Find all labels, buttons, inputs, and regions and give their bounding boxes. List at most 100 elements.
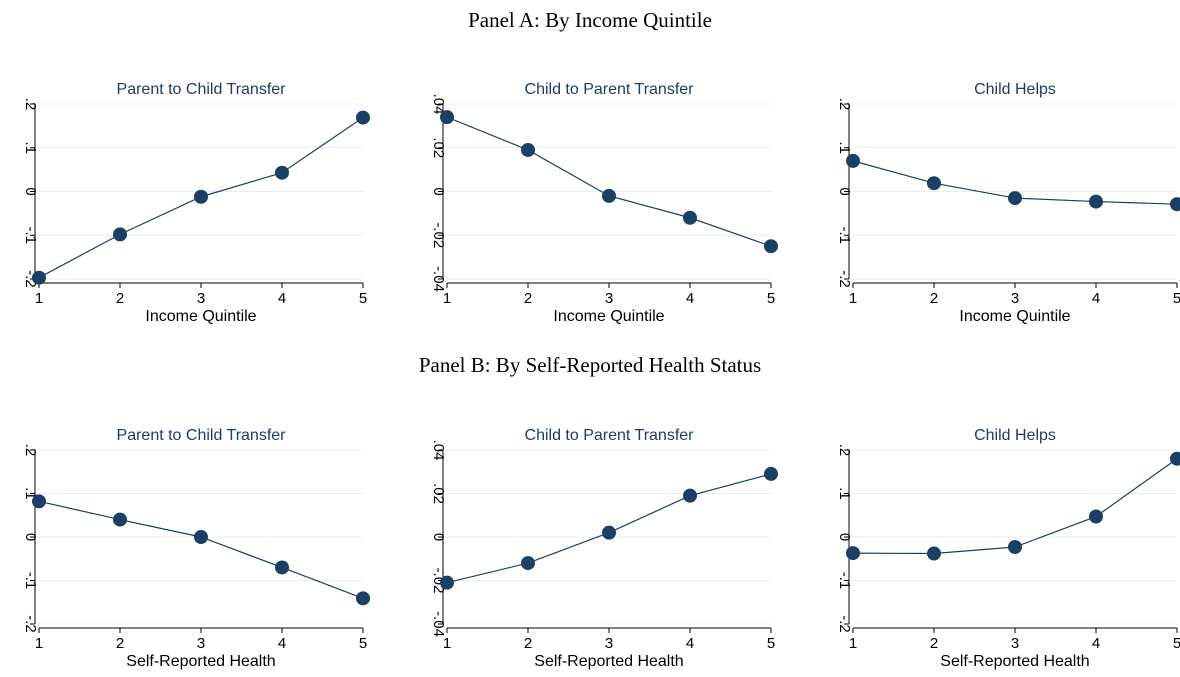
chart-b1-ytick-label-4: .2 xyxy=(22,444,39,457)
chart-b2-ytick-label-2: 0 xyxy=(430,533,447,541)
chart-a3-ytick-label-1: -.1 xyxy=(836,226,853,244)
chart-a1-xtick-label-2: 3 xyxy=(197,290,205,307)
chart-b3-ytick-label-0: -.2 xyxy=(836,615,853,633)
chart-b3-title: Child Helps xyxy=(974,427,1056,444)
chart-b3-point-2 xyxy=(927,546,941,561)
chart-b3-ytick-label-3: .1 xyxy=(836,487,853,500)
chart-a1-ytick-label-2: 0 xyxy=(22,187,39,195)
chart-b2-point-1 xyxy=(440,575,454,590)
chart-a1-point-1 xyxy=(32,270,46,285)
chart-a1-point-5 xyxy=(356,110,370,125)
chart-b3-point-1 xyxy=(846,546,860,561)
chart-a3-xtick-label-0: 1 xyxy=(849,290,857,307)
chart-b3-xtick-label-2: 3 xyxy=(1011,635,1019,652)
chart-a3-xlabel: Income Quintile xyxy=(959,308,1070,325)
chart-a1-point-2 xyxy=(113,227,127,242)
chart-b1-point-2 xyxy=(113,512,127,527)
chart-b1-xtick-label-3: 4 xyxy=(278,635,286,652)
chart-a2-xlabel: Income Quintile xyxy=(553,308,664,325)
chart-b3-xtick-label-1: 2 xyxy=(930,635,938,652)
chart-b2-xtick-label-3: 4 xyxy=(686,635,694,652)
chart-b1-title: Parent to Child Transfer xyxy=(117,427,287,444)
panel-b-title: Panel B: By Self-Reported Health Status xyxy=(418,353,762,377)
chart-b3-xtick-label-3: 4 xyxy=(1092,635,1100,652)
chart-a2-point-2 xyxy=(521,142,535,157)
chart-a1-xtick-label-1: 2 xyxy=(116,290,124,307)
chart-b3-ytick-label-2: 0 xyxy=(836,533,853,541)
chart-b2-point-5 xyxy=(764,466,778,481)
chart-a3-title: Child Helps xyxy=(974,81,1056,98)
chart-b1-ytick-label-2: 0 xyxy=(22,533,39,541)
chart-b2-point-2 xyxy=(521,556,535,571)
chart-a1-xtick-label-4: 5 xyxy=(359,290,367,307)
chart-b2-point-3 xyxy=(602,525,616,540)
chart-b3-point-4 xyxy=(1089,509,1103,524)
chart-a3-xtick-label-3: 4 xyxy=(1092,290,1100,307)
chart-a1-xtick-label-0: 1 xyxy=(35,290,43,307)
chart-a3-point-1 xyxy=(846,153,860,168)
chart-a1-ytick-label-4: .2 xyxy=(22,98,39,111)
chart-a1-point-3 xyxy=(194,189,208,204)
chart-b3-point-3 xyxy=(1008,540,1022,555)
chart-a2-series-line xyxy=(446,116,772,247)
chart-a2-point-5 xyxy=(764,239,778,254)
chart-a1-ytick-label-1: -.1 xyxy=(22,226,39,244)
chart-a2-ytick-label-2: 0 xyxy=(430,187,447,195)
chart-a3: -.2 -.1 0 .1 .2 1 2 3 4 5 Income Quintile Child Hel… xyxy=(836,81,1180,325)
chart-b1-xlabel: Self-Reported Health xyxy=(126,653,275,670)
chart-b2-ytick-label-0: -.04 xyxy=(430,611,447,637)
chart-a1-xlabel: Income Quintile xyxy=(145,308,256,325)
chart-b1-ytick-label-1: -.1 xyxy=(22,572,39,590)
chart-a2-point-1 xyxy=(440,110,454,125)
chart-a2: -.04 -.02 0 .02 .04 1 2 3 4 5 Income Quintile Child… xyxy=(430,81,778,325)
chart-a2-xtick-label-0: 1 xyxy=(443,290,451,307)
chart-b1-xtick-label-4: 5 xyxy=(359,635,367,652)
chart-b1-point-4 xyxy=(275,560,289,575)
chart-a2-point-4 xyxy=(683,210,697,225)
chart-a2-ytick-label-3: .02 xyxy=(430,137,447,158)
chart-a3-ytick-label-4: .2 xyxy=(836,98,853,111)
chart-b3-ytick-label-1: -.1 xyxy=(836,572,853,590)
chart-a3-point-4 xyxy=(1089,194,1103,209)
chart-a1-xtick-label-3: 4 xyxy=(278,290,286,307)
chart-b3-series-line xyxy=(852,458,1178,555)
chart-a2-xtick-label-1: 2 xyxy=(524,290,532,307)
chart-b3-xtick-label-4: 5 xyxy=(1173,635,1180,652)
chart-a2-xtick-label-2: 3 xyxy=(605,290,613,307)
chart-b2-ytick-label-3: .02 xyxy=(430,483,447,504)
chart-a3-xtick-label-1: 2 xyxy=(930,290,938,307)
chart-b1-xtick-label-0: 1 xyxy=(35,635,43,652)
chart-b2-xtick-label-0: 1 xyxy=(443,635,451,652)
chart-a2-ytick-label-1: -.02 xyxy=(430,222,447,248)
chart-a2-xtick-label-3: 4 xyxy=(686,290,694,307)
chart-b1-point-3 xyxy=(194,530,208,544)
chart-a3-point-2 xyxy=(927,176,941,191)
chart-b1-ytick-label-0: -.2 xyxy=(22,615,39,633)
chart-b2-xtick-label-4: 5 xyxy=(767,635,775,652)
chart-b1-xtick-label-2: 3 xyxy=(197,635,205,652)
chart-b2-ytick-label-4: .04 xyxy=(430,440,447,461)
chart-a1-ytick-label-3: .1 xyxy=(22,141,39,154)
chart-a1-title: Parent to Child Transfer xyxy=(117,81,287,98)
panel-a-title: Panel A: By Income Quintile xyxy=(468,8,712,32)
chart-a3-ytick-label-3: .1 xyxy=(836,141,853,154)
chart-a2-xtick-label-4: 5 xyxy=(767,290,775,307)
chart-b3: -.2 -.1 0 .1 .2 1 2 3 4 5 Self-Reported Health Chil… xyxy=(836,427,1180,670)
chart-b2-title: Child to Parent Transfer xyxy=(525,427,695,444)
chart-a3-point-3 xyxy=(1008,191,1022,206)
chart-b2-xlabel: Self-Reported Health xyxy=(534,653,683,670)
chart-a2-point-3 xyxy=(602,188,616,203)
chart-a3-xtick-label-4: 5 xyxy=(1173,290,1180,307)
chart-b1-xtick-label-1: 2 xyxy=(116,635,124,652)
chart-b2-xtick-label-1: 2 xyxy=(524,635,532,652)
chart-b1-point-1 xyxy=(32,494,46,509)
chart-a2-ytick-label-4: .04 xyxy=(430,94,447,115)
chart-b3-ytick-label-4: .2 xyxy=(836,444,853,457)
chart-a2-title: Child to Parent Transfer xyxy=(525,81,695,98)
chart-b1-point-5 xyxy=(356,591,370,606)
chart-a3-point-5 xyxy=(1170,197,1180,212)
